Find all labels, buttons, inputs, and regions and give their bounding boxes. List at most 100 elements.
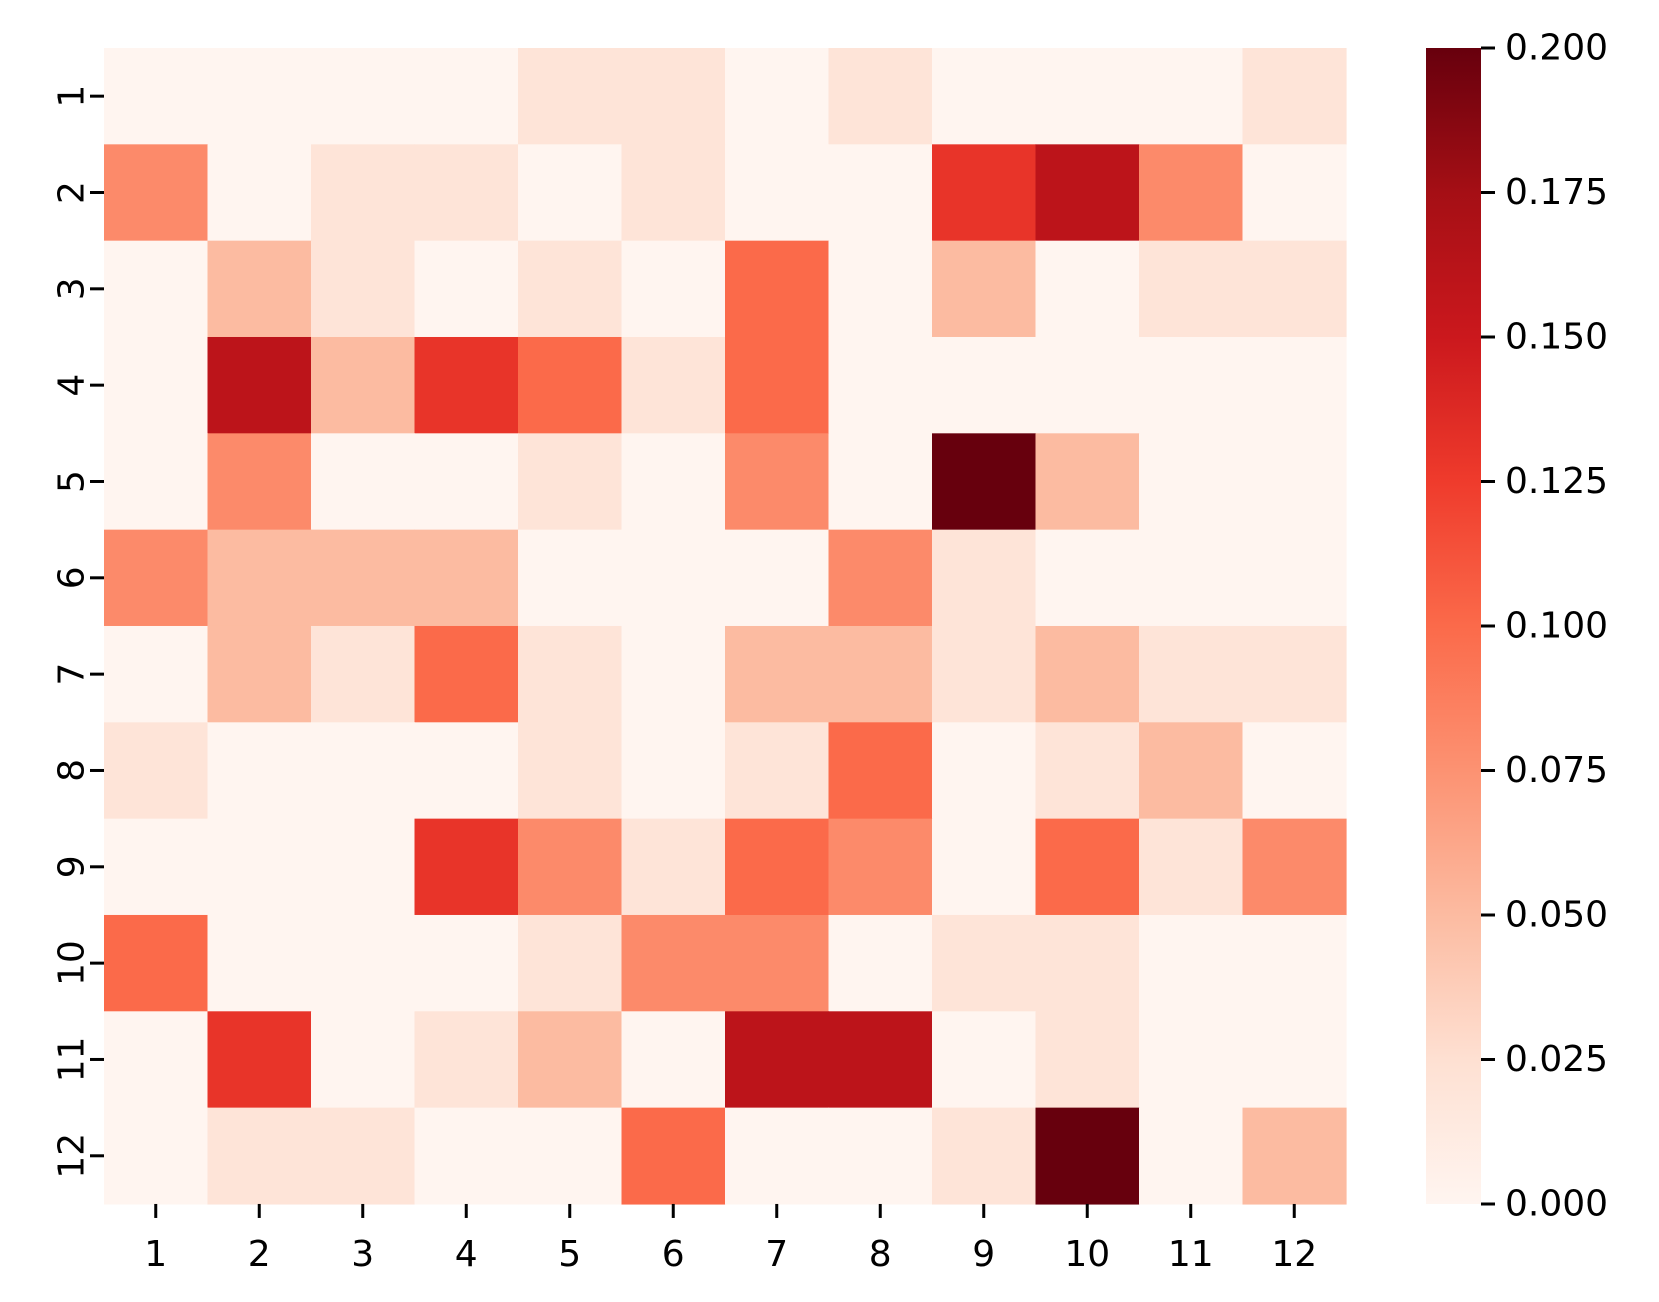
- heatmap-cell-r10-c6: [621, 914, 726, 1012]
- y-tick-label: 11: [52, 1037, 93, 1083]
- y-tick-label: 8: [52, 759, 93, 782]
- x-tick-label: 5: [558, 1234, 581, 1275]
- heatmap-cell-r5-c4: [414, 433, 519, 531]
- heatmap-cell-r12-c5: [518, 1107, 623, 1205]
- heatmap-cell-r7-c2: [207, 625, 312, 723]
- heatmap-cell-r4-c2: [207, 336, 312, 434]
- x-tick-label: 2: [248, 1234, 271, 1275]
- heatmap-cell-r8-c10: [1035, 722, 1140, 820]
- heatmap-cell-r8-c7: [725, 722, 830, 820]
- y-tick-label: 10: [52, 940, 93, 986]
- heatmap-cell-r9-c12: [1242, 818, 1347, 916]
- heatmap-cell-r10-c9: [932, 914, 1037, 1012]
- y-tick-label: 12: [52, 1133, 93, 1179]
- heatmap-cell-r2-c8: [828, 144, 933, 242]
- colorbar-tick-label: 0.000: [1505, 1184, 1608, 1225]
- heatmap-cell-r10-c8: [828, 914, 933, 1012]
- heatmap-cell-r1-c1: [104, 48, 209, 145]
- heatmap-cell-r7-c5: [518, 625, 623, 723]
- heatmap-cell-r10-c5: [518, 914, 623, 1012]
- heatmap-cell-r8-c8: [828, 722, 933, 820]
- heatmap-cell-r7-c4: [414, 625, 519, 723]
- colorbar-tick-label: 0.050: [1505, 895, 1608, 936]
- heatmap-cell-r9-c6: [621, 818, 726, 916]
- heatmap-cell-r2-c4: [414, 144, 519, 242]
- heatmap-cell-r10-c2: [207, 914, 312, 1012]
- heatmap-cell-r11-c2: [207, 1011, 312, 1109]
- heatmap-cell-r3-c1: [104, 240, 209, 338]
- heatmap-cell-r3-c5: [518, 240, 623, 338]
- heatmap-cell-r6-c11: [1139, 529, 1244, 627]
- x-tick-label: 6: [662, 1234, 685, 1275]
- heatmap-cell-r10-c7: [725, 914, 830, 1012]
- heatmap-cell-r9-c2: [207, 818, 312, 916]
- heatmap-cell-r11-c7: [725, 1011, 830, 1109]
- heatmap-cell-r3-c9: [932, 240, 1037, 338]
- heatmap-cell-r2-c12: [1242, 144, 1347, 242]
- heatmap-cell-r3-c11: [1139, 240, 1244, 338]
- heatmap-cell-r12-c6: [621, 1107, 726, 1205]
- heatmap-cell-r11-c3: [311, 1011, 416, 1109]
- heatmap-cell-r1-c6: [621, 48, 726, 145]
- x-tick-label: 11: [1168, 1234, 1214, 1275]
- heatmap-cell-r12-c1: [104, 1107, 209, 1205]
- heatmap-cell-r7-c12: [1242, 625, 1347, 723]
- x-tick-label: 3: [351, 1234, 374, 1275]
- heatmap-cell-r10-c3: [311, 914, 416, 1012]
- x-tick-label: 12: [1271, 1234, 1317, 1275]
- heatmap-cell-r5-c3: [311, 433, 416, 531]
- heatmap-cell-r7-c7: [725, 625, 830, 723]
- heatmap-cell-r10-c4: [414, 914, 519, 1012]
- heatmap-cell-r11-c1: [104, 1011, 209, 1109]
- heatmap-cell-r12-c3: [311, 1107, 416, 1205]
- x-tick-label: 4: [455, 1234, 478, 1275]
- heatmap-cell-r5-c12: [1242, 433, 1347, 531]
- heatmap-cell-r4-c5: [518, 336, 623, 434]
- y-tick-label: 6: [52, 566, 93, 589]
- heatmap-cell-r8-c11: [1139, 722, 1244, 820]
- y-tick-label: 9: [52, 855, 93, 878]
- heatmap-cell-r12-c9: [932, 1107, 1037, 1205]
- heatmap-cell-r3-c6: [621, 240, 726, 338]
- heatmap-cell-r11-c8: [828, 1011, 933, 1109]
- heatmap-cell-r7-c8: [828, 625, 933, 723]
- heatmap-cell-r8-c5: [518, 722, 623, 820]
- colorbar-tick-label: 0.175: [1505, 172, 1608, 213]
- heatmap-cells: [104, 48, 1347, 1205]
- heatmap-cell-r4-c3: [311, 336, 416, 434]
- heatmap-cell-r5-c1: [104, 433, 209, 531]
- heatmap-cell-r7-c6: [621, 625, 726, 723]
- heatmap-cell-r1-c2: [207, 48, 312, 145]
- heatmap-cell-r9-c1: [104, 818, 209, 916]
- heatmap-cell-r10-c11: [1139, 914, 1244, 1012]
- heatmap-cell-r1-c10: [1035, 48, 1140, 145]
- heatmap-cell-r3-c2: [207, 240, 312, 338]
- heatmap-cell-r5-c7: [725, 433, 830, 531]
- x-tick-label: 9: [972, 1234, 995, 1275]
- heatmap-cell-r5-c5: [518, 433, 623, 531]
- colorbar-tick-label: 0.150: [1505, 317, 1608, 358]
- heatmap-cell-r12-c4: [414, 1107, 519, 1205]
- heatmap-cell-r11-c10: [1035, 1011, 1140, 1109]
- heatmap-cell-r3-c8: [828, 240, 933, 338]
- colorbar-tick-label: 0.125: [1505, 461, 1608, 502]
- y-tick-label: 1: [52, 85, 93, 108]
- heatmap-cell-r4-c8: [828, 336, 933, 434]
- heatmap-cell-r3-c7: [725, 240, 830, 338]
- heatmap-cell-r9-c4: [414, 818, 519, 916]
- heatmap-cell-r3-c12: [1242, 240, 1347, 338]
- heatmap-cell-r6-c12: [1242, 529, 1347, 627]
- colorbar-gradient: [1426, 48, 1481, 1204]
- heatmap-cell-r9-c11: [1139, 818, 1244, 916]
- x-tick-label: 8: [869, 1234, 892, 1275]
- heatmap-cell-r6-c2: [207, 529, 312, 627]
- heatmap-cell-r5-c10: [1035, 433, 1140, 531]
- heatmap-cell-r1-c3: [311, 48, 416, 145]
- heatmap-cell-r3-c4: [414, 240, 519, 338]
- heatmap-cell-r8-c12: [1242, 722, 1347, 820]
- heatmap-cell-r6-c8: [828, 529, 933, 627]
- heatmap-cell-r9-c10: [1035, 818, 1140, 916]
- heatmap-cell-r11-c5: [518, 1011, 623, 1109]
- x-tick-label: 7: [765, 1234, 788, 1275]
